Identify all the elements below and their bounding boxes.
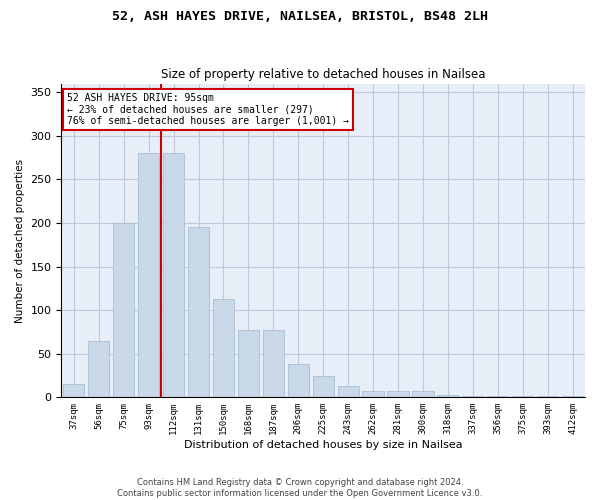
X-axis label: Distribution of detached houses by size in Nailsea: Distribution of detached houses by size …	[184, 440, 463, 450]
Bar	[138, 154, 159, 398]
Bar	[362, 391, 383, 398]
Bar	[113, 223, 134, 398]
Text: Contains HM Land Registry data © Crown copyright and database right 2024.
Contai: Contains HM Land Registry data © Crown c…	[118, 478, 482, 498]
Bar	[512, 396, 533, 398]
Bar	[238, 330, 259, 398]
Title: Size of property relative to detached houses in Nailsea: Size of property relative to detached ho…	[161, 68, 485, 81]
Text: 52 ASH HAYES DRIVE: 95sqm
← 23% of detached houses are smaller (297)
76% of semi: 52 ASH HAYES DRIVE: 95sqm ← 23% of detac…	[67, 93, 349, 126]
Bar	[313, 376, 334, 398]
Bar	[287, 364, 309, 398]
Bar	[213, 299, 234, 398]
Bar	[487, 396, 508, 398]
Bar	[88, 340, 109, 398]
Bar	[63, 384, 85, 398]
Text: 52, ASH HAYES DRIVE, NAILSEA, BRISTOL, BS48 2LH: 52, ASH HAYES DRIVE, NAILSEA, BRISTOL, B…	[112, 10, 488, 23]
Bar	[562, 396, 583, 398]
Bar	[188, 228, 209, 398]
Bar	[338, 386, 359, 398]
Bar	[163, 154, 184, 398]
Bar	[412, 391, 434, 398]
Y-axis label: Number of detached properties: Number of detached properties	[15, 158, 25, 322]
Bar	[462, 396, 484, 398]
Bar	[437, 394, 458, 398]
Bar	[388, 391, 409, 398]
Bar	[263, 330, 284, 398]
Bar	[537, 396, 558, 398]
